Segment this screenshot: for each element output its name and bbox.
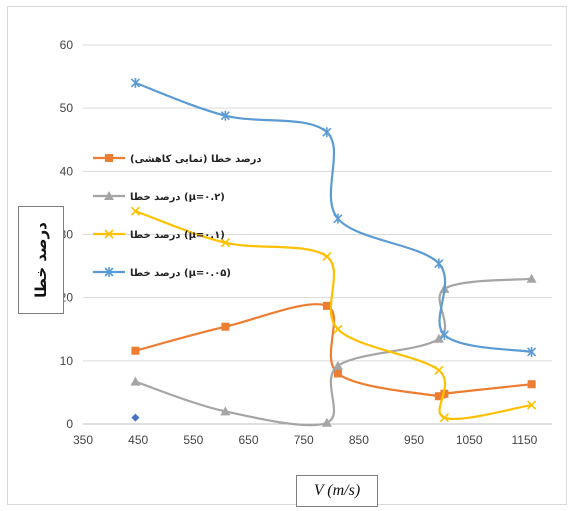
data-point xyxy=(439,413,449,423)
marker-stroke xyxy=(130,206,140,216)
x-tick-label: 950 xyxy=(404,433,424,447)
data-point xyxy=(333,369,342,378)
x-tick-label: 850 xyxy=(349,433,369,447)
data-point xyxy=(130,376,141,386)
data-point xyxy=(322,301,331,310)
marker-stroke xyxy=(333,324,343,334)
data-point xyxy=(333,213,343,224)
marker-stroke xyxy=(439,413,449,423)
data-point-extra xyxy=(131,413,140,422)
data-point xyxy=(322,127,332,138)
data-point xyxy=(322,252,332,262)
data-point xyxy=(221,322,230,331)
x-tick-label: 450 xyxy=(128,433,148,447)
data-point xyxy=(220,110,230,121)
data-point xyxy=(434,258,444,269)
legend: درصد خطا (تمایی کاهشی) درصد خطا (µ=۰.۲) در… xyxy=(93,154,262,279)
data-point xyxy=(131,346,140,355)
data-point xyxy=(439,329,449,340)
x-tick-label: 650 xyxy=(239,433,259,447)
data-point xyxy=(220,406,231,416)
data-point xyxy=(333,324,343,334)
data-point xyxy=(130,77,140,88)
y-tick-label: 50 xyxy=(60,101,74,115)
series-line-1 xyxy=(135,303,532,399)
x-axis-title: V (m/s) xyxy=(313,482,361,499)
data-point xyxy=(332,360,343,370)
legend-label: درصد خطا (تمایی کاهشی) xyxy=(130,154,262,165)
x-axis-title-box: V (m/s) xyxy=(296,475,378,507)
legend-swatch-marker xyxy=(105,154,113,162)
marker-stroke xyxy=(220,238,230,248)
chart-frame xyxy=(7,6,567,505)
legend-swatch-marker xyxy=(104,191,114,200)
y-axis-title: درصد خطا xyxy=(32,222,50,298)
y-tick-label: 40 xyxy=(60,164,74,178)
legend-label: درصد خطا (µ=۰.۱) xyxy=(130,230,225,241)
marker-stroke xyxy=(322,252,332,262)
legend-item-3: درصد خطا (µ=۰.۱) xyxy=(93,229,225,241)
marker-stroke xyxy=(527,400,537,410)
series-layer xyxy=(130,77,537,427)
data-point xyxy=(220,238,230,248)
legend-label: درصد خطا (µ=۰.۲) xyxy=(130,192,225,203)
legend-item-1: درصد خطا (تمایی کاهشی) xyxy=(93,154,262,165)
series-line-2 xyxy=(135,277,532,427)
legend-item-2: درصد خطا (µ=۰.۲) xyxy=(93,191,225,203)
legend-swatch-marker xyxy=(104,267,114,277)
y-axis-title-box: درصد خطا xyxy=(18,206,64,314)
data-point xyxy=(434,392,443,401)
marker-stroke xyxy=(104,229,114,239)
x-tick-label: 350 xyxy=(73,433,93,447)
legend-swatch-marker xyxy=(104,229,114,239)
y-tick-label: 60 xyxy=(60,38,74,52)
x-tick-label: 550 xyxy=(183,433,203,447)
x-tick-label: 750 xyxy=(294,433,314,447)
data-point xyxy=(527,380,536,389)
legend-item-4: درصد خطا (µ=۰.۰۵) xyxy=(93,267,231,279)
y-tick-label: 10 xyxy=(60,354,74,368)
data-point xyxy=(321,417,332,427)
x-tick-label: 1050 xyxy=(456,433,483,447)
data-point xyxy=(526,273,537,283)
x-tick-label: 1150 xyxy=(512,433,538,447)
data-point xyxy=(527,400,537,410)
legend-label: درصد خطا (µ=۰.۰۵) xyxy=(130,268,231,279)
data-point xyxy=(434,365,444,375)
marker-stroke xyxy=(434,365,444,375)
data-point xyxy=(527,346,537,357)
grid-layer xyxy=(83,44,552,425)
y-tick-label: 0 xyxy=(66,417,73,431)
data-point xyxy=(433,333,444,343)
data-point xyxy=(130,206,140,216)
